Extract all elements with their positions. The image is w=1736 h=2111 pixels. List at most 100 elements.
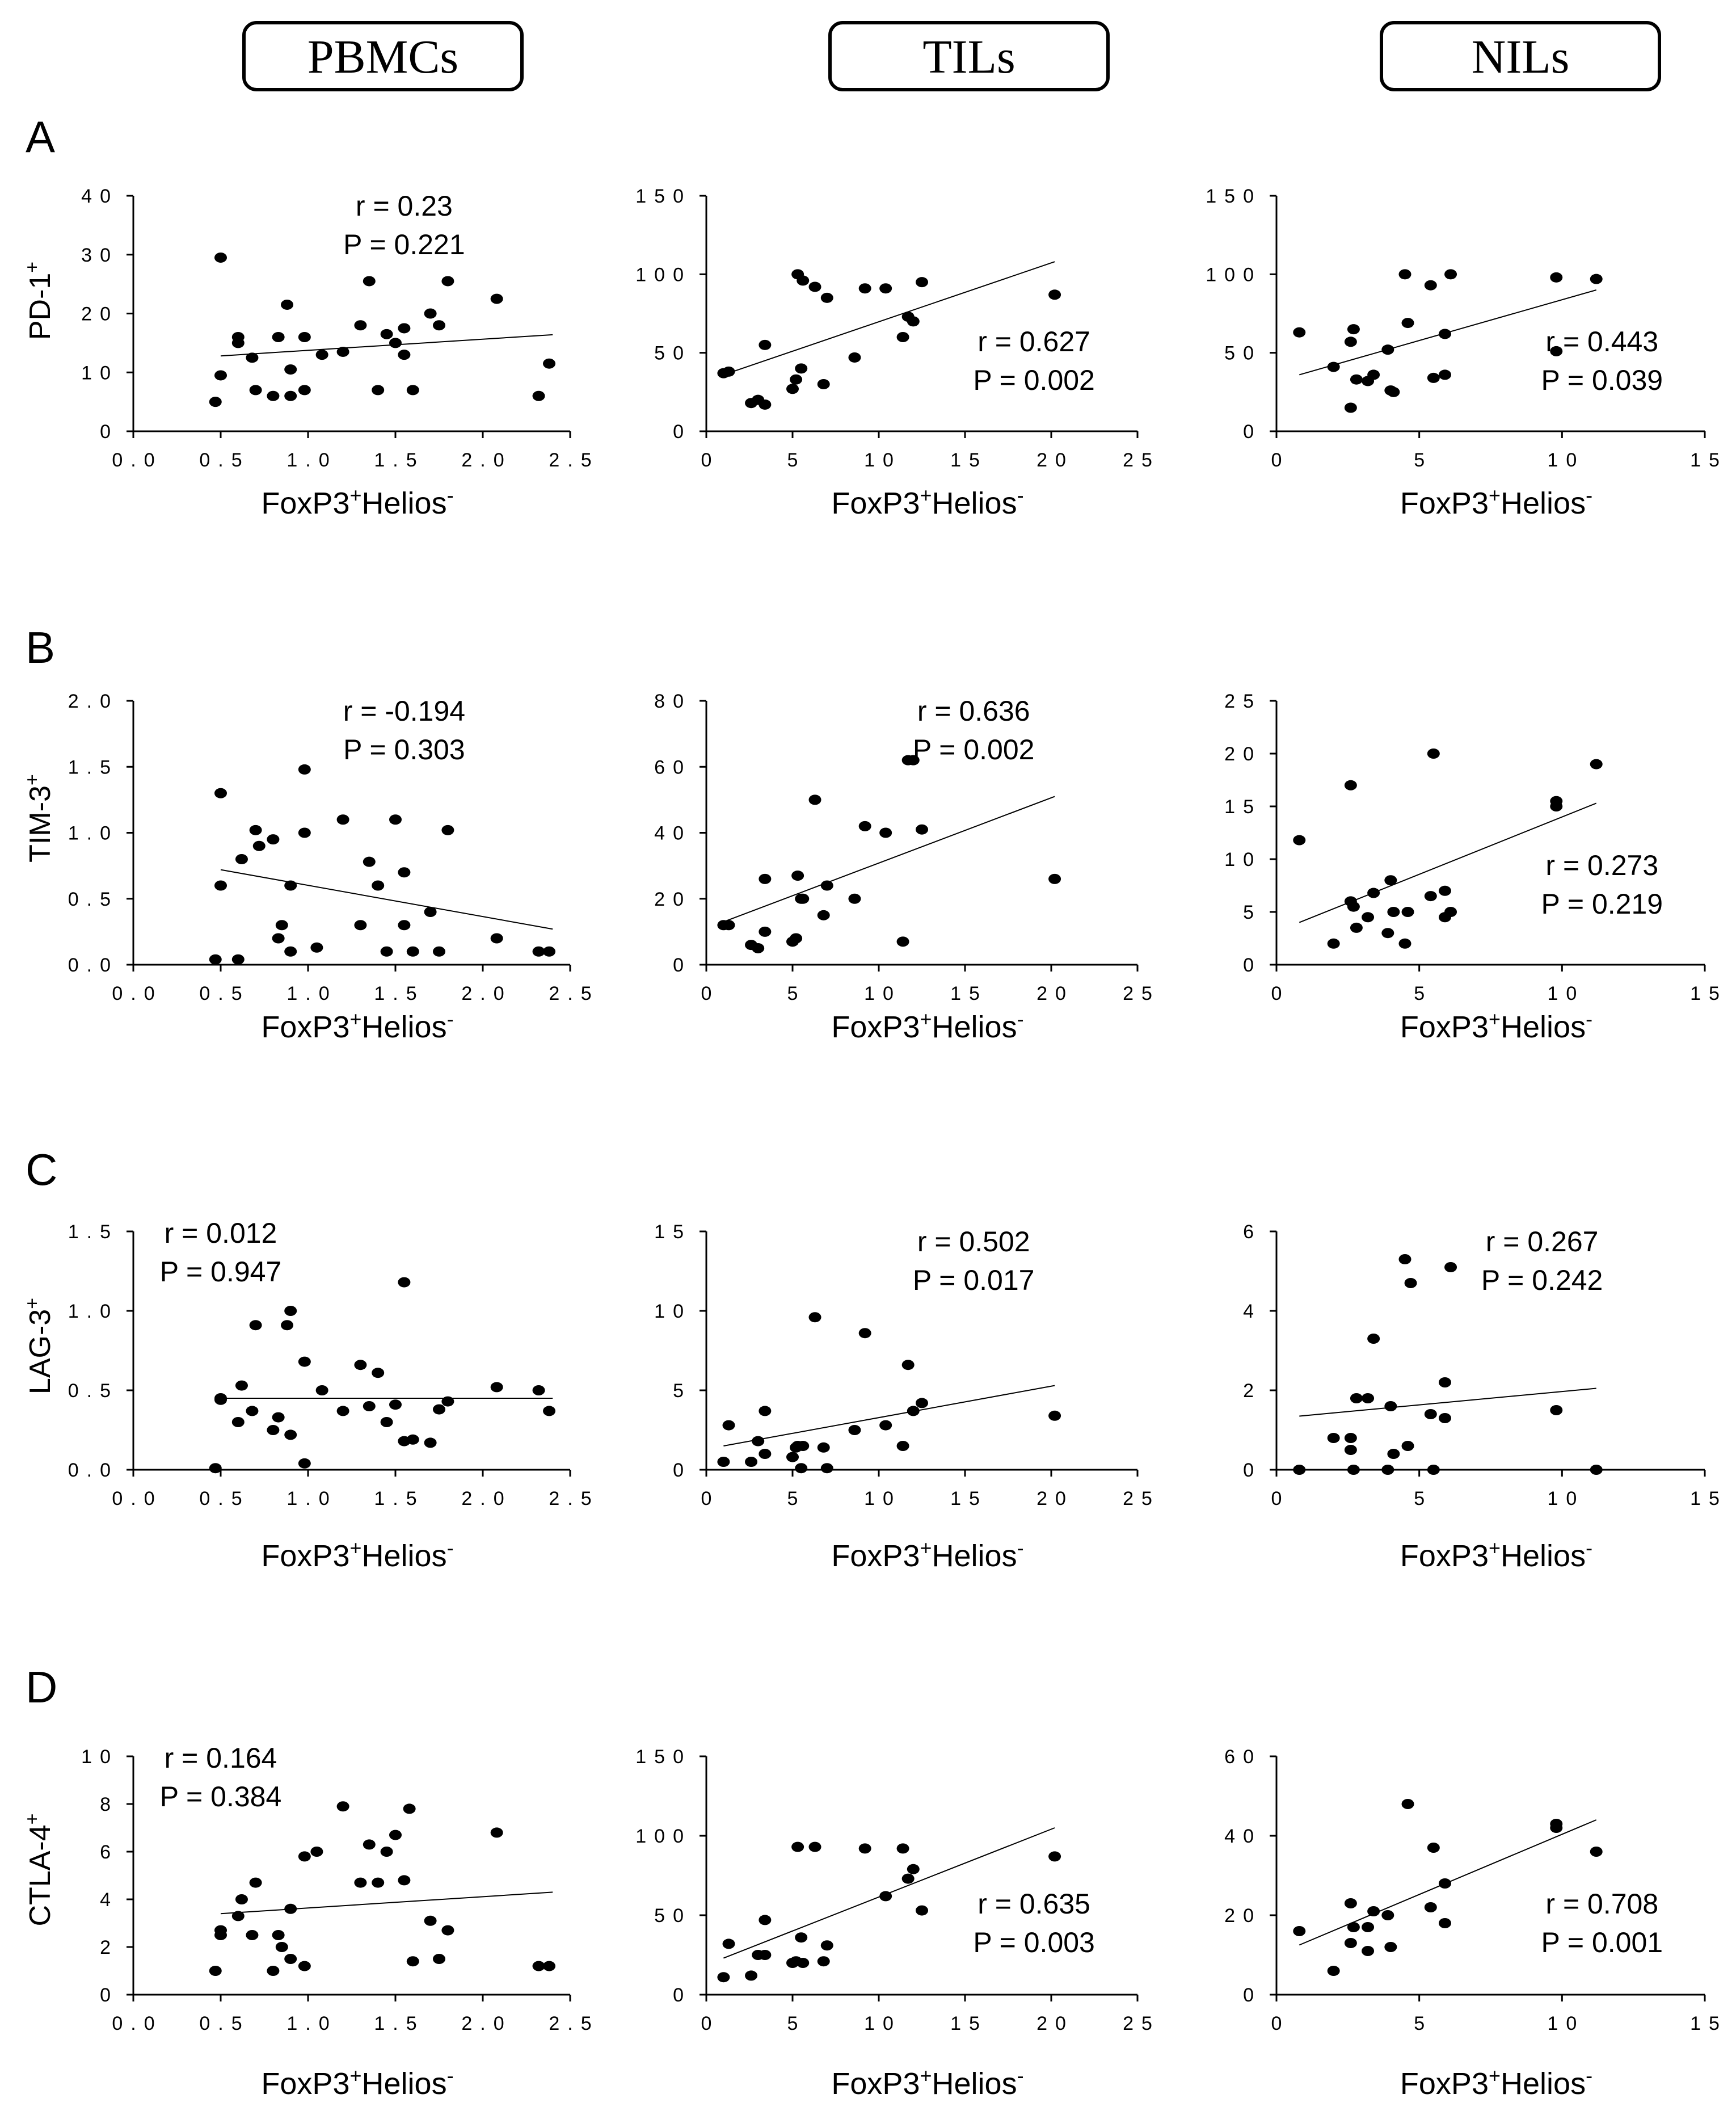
y-tick-label: 4 <box>1243 1301 1262 1322</box>
data-point <box>372 880 385 891</box>
regression-line <box>220 869 553 930</box>
data-point <box>209 1463 222 1474</box>
data-point <box>879 1891 892 1902</box>
row-letter-b: B <box>26 623 55 672</box>
data-point <box>249 825 262 835</box>
r-value: r = 0.635 <box>977 1888 1090 1920</box>
data-point <box>1438 1377 1451 1387</box>
data-point <box>284 946 297 957</box>
scatter-panel-d-nils: 0 20 40 60 0 5 10 15 r = 0.708 P = 0.001 FoxP3+Hel… <box>1224 1746 1720 2101</box>
x-tick-label: 0 <box>1271 2013 1290 2034</box>
data-point <box>246 1406 259 1416</box>
x-tick-label: 20 <box>1036 449 1074 471</box>
y-tick-label: 100 <box>635 264 692 285</box>
data-point <box>267 390 280 401</box>
data-point <box>214 1394 227 1405</box>
x-tick-label: 0.5 <box>199 1488 250 1509</box>
data-point <box>1367 1906 1380 1916</box>
data-point <box>1344 337 1357 347</box>
data-point <box>808 1841 821 1852</box>
data-point <box>752 943 765 953</box>
column-header-box-pbmcs <box>242 21 524 91</box>
data-point <box>284 1306 297 1316</box>
data-point <box>1048 289 1061 300</box>
data-point <box>858 821 871 831</box>
data-point <box>1347 1922 1360 1932</box>
x-tick-label: 10 <box>1547 983 1585 1004</box>
data-point <box>1427 372 1440 383</box>
y-tick-label: 100 <box>1206 264 1262 285</box>
data-point <box>1550 801 1563 811</box>
data-point <box>1367 888 1380 898</box>
data-point <box>281 1320 294 1331</box>
y-tick-label: 6 <box>1243 1221 1262 1243</box>
data-point <box>820 880 833 891</box>
data-point <box>424 308 437 319</box>
data-point <box>722 920 735 931</box>
x-tick-label: 10 <box>864 1488 901 1509</box>
scatter-panel-d-pbmcs: 0 2 4 6 8 10 0.0 0.5 1.0 1.5 2.0 2.5 r = 0.164 P = 0.… <box>81 1742 591 2101</box>
y-label-tim3: TIM-3+ <box>22 774 57 863</box>
data-point <box>1327 1433 1340 1443</box>
regression-line <box>1299 1387 1596 1417</box>
y-tick-label: 60 <box>654 756 692 778</box>
data-point <box>907 316 920 327</box>
data-point <box>1401 318 1414 329</box>
data-point <box>424 907 437 917</box>
data-point <box>907 1864 920 1874</box>
x-tick-label: 15 <box>950 1488 988 1509</box>
x-tick-label: 25 <box>1123 2013 1160 2034</box>
data-point <box>380 1847 393 1857</box>
r-value: r = 0.636 <box>917 695 1030 727</box>
x-tick-label: 10 <box>864 983 901 1004</box>
data-point <box>424 1915 437 1926</box>
data-point <box>848 893 861 904</box>
data-point <box>1384 875 1397 886</box>
column-header-tils: TILs <box>922 31 1015 83</box>
data-point <box>879 1420 892 1431</box>
x-tick-label: 5 <box>1414 983 1432 1004</box>
p-value: P = 0.947 <box>160 1256 282 1288</box>
data-point <box>380 329 393 339</box>
y-tick-label: 10 <box>654 1301 692 1322</box>
x-axis-label: FoxP3+Helios- <box>1400 483 1592 520</box>
scatter-panel-b-tils: 0 20 40 60 80 0 5 10 15 20 25 r = 0.636 P = 0.002 Fox… <box>654 691 1152 1044</box>
data-point <box>543 358 556 369</box>
scatter-panel-c-tils: 0 5 10 15 0 5 10 15 20 25 r = 0.502 P = 0.017 FoxP3+… <box>654 1221 1152 1573</box>
data-point <box>1444 907 1457 917</box>
data-point <box>298 385 311 396</box>
data-point <box>532 1961 545 1971</box>
x-tick-label: 5 <box>1414 1488 1432 1509</box>
data-point <box>406 1434 419 1445</box>
data-point <box>1344 402 1357 413</box>
x-tick-label: 10 <box>864 2013 901 2034</box>
y-tick-label: 100 <box>635 1826 692 1847</box>
data-point <box>298 1458 311 1469</box>
y-tick-label: 1.0 <box>68 1301 119 1322</box>
data-point <box>1550 1823 1563 1833</box>
data-point <box>1404 1278 1417 1288</box>
data-point <box>858 1328 871 1339</box>
data-point <box>1444 269 1457 280</box>
data-point <box>1427 1843 1440 1853</box>
data-point <box>745 1457 758 1467</box>
data-point <box>1384 1401 1397 1411</box>
data-point <box>1344 1898 1357 1908</box>
x-tick-label: 0.5 <box>199 2013 250 2034</box>
x-tick-label: 2.0 <box>461 983 512 1004</box>
y-tick-label: 0 <box>1243 954 1262 976</box>
p-value: P = 0.303 <box>343 734 465 766</box>
data-point <box>231 1911 245 1921</box>
data-point <box>543 1961 556 1971</box>
column-header-box-tils <box>828 21 1110 91</box>
data-point <box>406 946 419 957</box>
data-point <box>1590 1847 1603 1857</box>
scatter-panel-b-nils: 0 5 10 15 20 25 0 5 10 15 r = 0.273 P = 0.219 FoxP3+… <box>1224 691 1720 1044</box>
y-tick-label: 0 <box>1243 1460 1262 1481</box>
data-point <box>532 946 545 957</box>
x-tick-label: 1.0 <box>286 983 337 1004</box>
data-point <box>275 1942 288 1952</box>
p-value: P = 0.384 <box>160 1781 282 1813</box>
